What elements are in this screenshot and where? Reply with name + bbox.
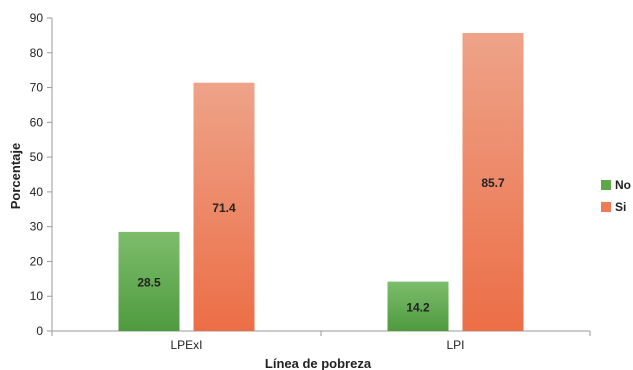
bar-no-lpi: [387, 281, 449, 331]
y-tick-label: 90: [30, 11, 44, 25]
data-labels-group: 28.5 71.4 14.2 85.7: [137, 176, 505, 314]
data-label: 14.2: [406, 300, 430, 314]
y-tick-label: 70: [30, 81, 44, 95]
x-tick-label: LPI: [446, 338, 464, 352]
x-axis-title: Línea de pobreza: [265, 356, 372, 370]
y-tick-label: 30: [30, 220, 44, 234]
legend-label-no: No: [615, 178, 631, 192]
legend: No Si: [601, 178, 631, 214]
data-label: 85.7: [481, 176, 505, 190]
bar-si-lpi: [462, 32, 524, 332]
data-label: 28.5: [137, 275, 161, 289]
x-tick-label: LPExI: [170, 338, 202, 352]
x-axis: LPExI LPI: [51, 330, 591, 352]
y-tick-label: 10: [30, 289, 44, 303]
y-axis-title: Porcentaje: [8, 143, 23, 209]
y-axis: 0 10 20 30 40 50 60 70 80 90: [30, 11, 53, 338]
data-label: 71.4: [212, 201, 236, 215]
y-tick-label: 0: [36, 324, 43, 338]
y-tick-label: 60: [30, 115, 44, 129]
bars-group: [118, 32, 524, 332]
y-tick-label: 80: [30, 46, 44, 60]
bar-no-lpexi: [118, 231, 180, 331]
legend-swatch-si: [601, 202, 611, 212]
legend-swatch-no: [601, 180, 611, 190]
y-tick-label: 40: [30, 185, 44, 199]
y-tick-label: 50: [30, 150, 44, 164]
legend-label-si: Si: [615, 200, 626, 214]
y-tick-label: 20: [30, 254, 44, 268]
bar-si-lpexi: [193, 82, 255, 331]
